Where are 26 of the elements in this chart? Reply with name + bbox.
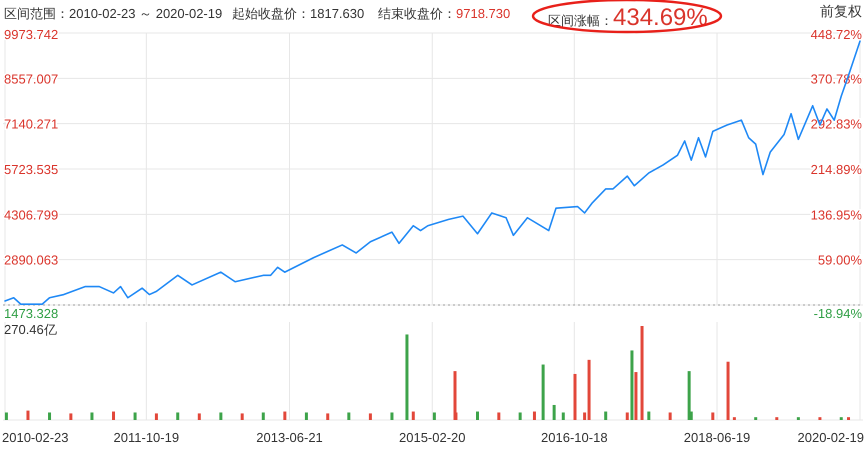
x-tick-label: 2013-06-21 [256,430,323,445]
y-tick-label: 4306.799 [4,207,58,222]
text: 前复权 [820,3,862,19]
text: 结束收盘价：9718.730 [378,6,510,21]
y-tick-label: 5723.535 [4,162,58,177]
y2-tick-label: -18.94% [814,306,862,321]
y2-tick-label: 59.00% [818,252,862,268]
line-series [4,40,861,305]
x-tick-label: 2020-02-19 [798,430,864,445]
chart-title: 区间范围：2010-02-23 ～ 2020-02-19 [4,6,222,21]
x-tick-label: 2015-02-20 [399,430,466,445]
x-tick-label: 2011-10-19 [114,430,180,445]
y-tick-label: 7140.271 [4,116,58,132]
y-tick-label: 9973.742 [4,27,58,42]
y2-tick-label: 292.83% [810,116,862,132]
y2-tick-label: 448.72% [810,27,862,42]
x-tick-label: 2010-02-23 [2,430,68,445]
text: 起始收盘价：1817.630 [232,6,364,21]
annotation: 270.46亿 [4,322,57,337]
y-tick-label: 1473.328 [4,306,58,321]
x-tick-label: 2016-10-18 [541,430,608,445]
y-tick-label: 8557.007 [4,71,58,86]
y-tick-label: 2890.063 [4,252,58,268]
x-tick-label: 2018-06-19 [684,430,750,445]
y2-tick-label: 214.89% [810,162,862,177]
y2-tick-label: 136.95% [810,207,862,222]
